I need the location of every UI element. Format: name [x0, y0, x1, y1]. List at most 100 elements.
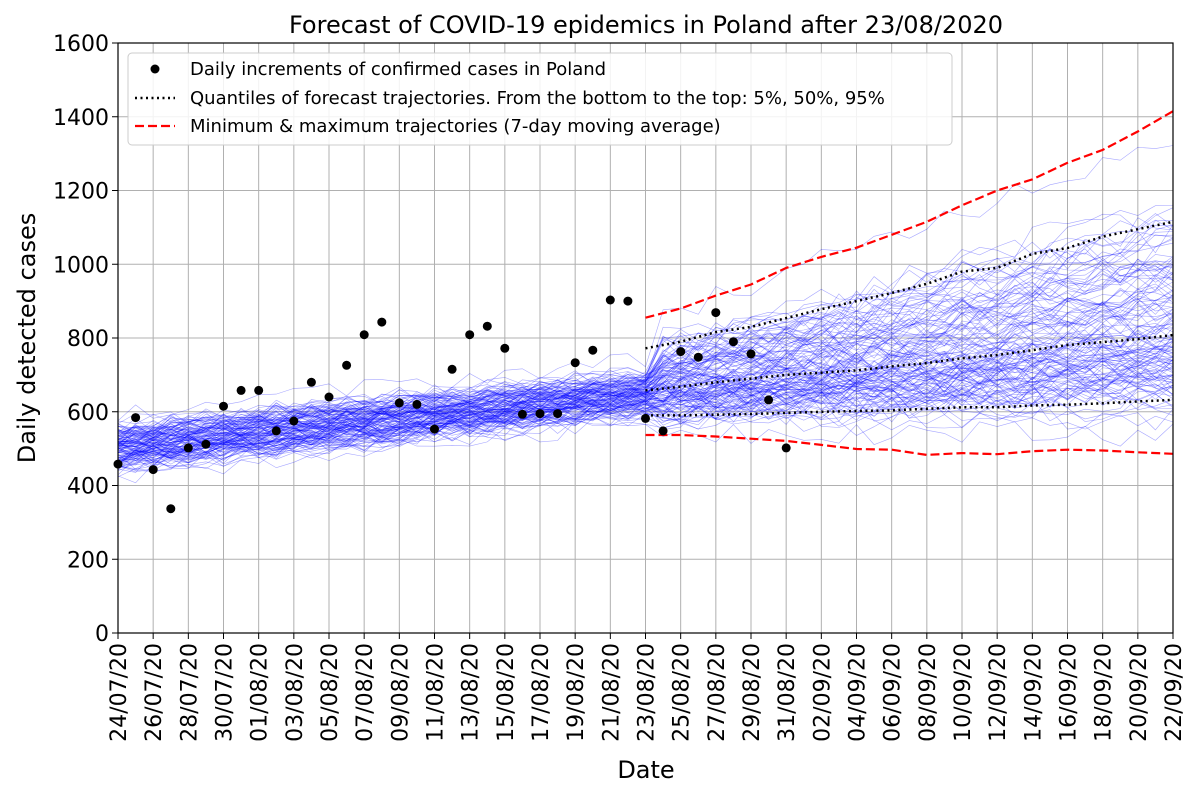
trajectory-line	[117, 242, 1174, 435]
observed-point	[605, 295, 615, 305]
quantile-95-line	[645, 220, 1174, 350]
x-tick-label: 20/09/20	[1127, 643, 1152, 742]
trajectory-line	[117, 324, 1174, 446]
trajectory-line	[117, 224, 1174, 429]
y-tick-label: 1000	[53, 253, 109, 278]
y-tick-label: 1600	[53, 32, 109, 57]
trajectory-line	[117, 312, 1174, 447]
trajectory-line	[117, 373, 1174, 462]
observed-point	[728, 337, 738, 347]
trajectory-line	[117, 335, 1174, 451]
x-tick-label: 25/08/20	[670, 643, 695, 742]
trajectory-line	[117, 334, 1174, 452]
trajectory-line	[117, 230, 1174, 437]
observed-point	[271, 426, 281, 436]
trajectory-line	[117, 370, 1174, 466]
trajectory-line	[117, 379, 1174, 471]
x-tick-label: 14/09/20	[1021, 643, 1046, 742]
trajectory-line	[117, 358, 1174, 464]
y-tick-label: 200	[67, 548, 109, 573]
y-tick-label: 1200	[53, 180, 109, 205]
trajectory-line	[117, 352, 1174, 460]
trajectory-line	[117, 393, 1174, 473]
observed-point	[236, 385, 246, 395]
trajectory-line	[117, 265, 1174, 440]
trajectory-line	[117, 341, 1174, 458]
observed-point	[623, 296, 633, 306]
trajectory-line	[117, 377, 1174, 466]
trajectory-line	[117, 358, 1174, 455]
trajectory-line	[117, 372, 1174, 466]
trajectory-line	[117, 253, 1174, 436]
observed-point	[183, 443, 193, 453]
trajectory-line	[117, 207, 1174, 425]
trajectory-line	[117, 375, 1174, 464]
trajectory-line	[117, 392, 1174, 472]
x-tick-label: 29/08/20	[740, 643, 765, 742]
observed-points	[113, 295, 791, 514]
trajectory-line	[117, 327, 1174, 454]
trajectory-line	[117, 409, 1174, 478]
trajectory-line	[117, 385, 1174, 472]
trajectory-line	[117, 278, 1174, 441]
trajectory-line	[117, 213, 1174, 435]
x-tick-label: 03/08/20	[283, 643, 308, 742]
trajectory-line	[117, 336, 1174, 455]
trajectory-line	[117, 263, 1174, 445]
x-tick-label: 10/09/20	[951, 643, 976, 742]
x-tick-label: 04/09/20	[846, 643, 871, 742]
trajectory-line	[117, 365, 1174, 468]
legend-marker-observed	[150, 64, 160, 74]
y-axis-label: Daily detected cases	[13, 213, 41, 463]
x-tick-label: 06/09/20	[881, 643, 906, 742]
trajectory-line	[117, 340, 1174, 456]
trajectory-line	[117, 373, 1174, 468]
trajectory-line	[117, 356, 1174, 463]
trajectory-line	[117, 264, 1174, 432]
x-tick-label: 19/08/20	[564, 643, 589, 742]
observed-point	[588, 345, 598, 355]
trajectory-line	[117, 420, 1174, 484]
trajectory-line	[117, 234, 1174, 438]
x-tick-label: 22/09/20	[1162, 643, 1187, 742]
x-tick-label: 15/08/20	[494, 643, 519, 742]
observed-point	[535, 409, 545, 419]
y-tick-label: 400	[67, 475, 109, 500]
trajectory-line	[117, 384, 1174, 465]
x-tick-label: 18/09/20	[1092, 643, 1117, 742]
trajectory-line	[117, 383, 1174, 464]
trajectory-line	[117, 357, 1174, 457]
y-tick-label: 600	[67, 401, 109, 426]
observed-point	[324, 392, 334, 402]
observed-point	[342, 360, 352, 370]
trajectory-line	[117, 286, 1174, 442]
trajectory-line	[117, 377, 1174, 470]
trajectory-line	[117, 325, 1174, 454]
observed-point	[359, 330, 369, 340]
observed-point	[131, 413, 141, 423]
observed-point	[746, 349, 756, 359]
trajectory-line	[117, 362, 1174, 456]
observed-point	[201, 439, 211, 449]
x-tick-label: 27/08/20	[705, 643, 730, 742]
trajectory-line	[117, 269, 1174, 440]
trajectory-line	[117, 356, 1174, 456]
trajectory-line	[117, 219, 1174, 434]
quantile-50-line	[645, 333, 1174, 392]
y-tick-label: 0	[95, 622, 109, 647]
trajectory-line	[117, 372, 1174, 464]
trajectory-line	[117, 364, 1174, 464]
trajectory-line	[117, 205, 1174, 424]
observed-point	[447, 364, 457, 374]
trajectory-line	[117, 376, 1174, 459]
x-tick-label: 13/08/20	[459, 643, 484, 742]
x-tick-label: 30/07/20	[213, 643, 238, 742]
x-tick-label: 16/09/20	[1057, 643, 1082, 742]
x-tick-label: 05/08/20	[318, 643, 343, 742]
trajectory-line	[117, 363, 1174, 461]
minimum-trajectory-line	[645, 433, 1174, 457]
observed-point	[289, 416, 299, 426]
trajectory-line	[117, 308, 1174, 441]
trajectory-line	[117, 237, 1174, 435]
observed-point	[430, 424, 439, 434]
